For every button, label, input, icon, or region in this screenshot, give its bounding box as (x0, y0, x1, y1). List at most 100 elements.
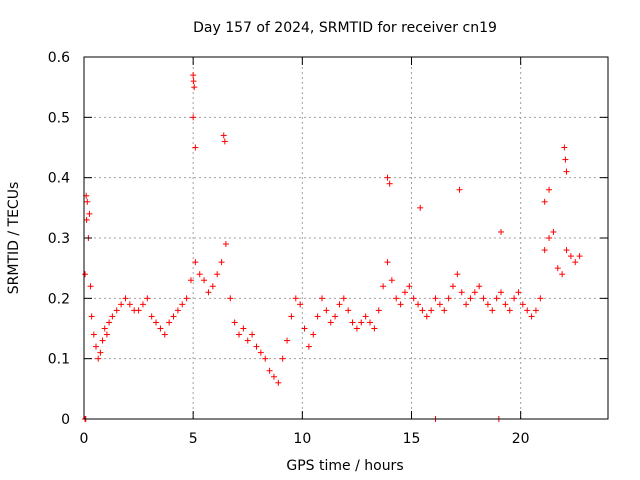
data-point (220, 132, 227, 139)
data-point (101, 325, 108, 332)
data-point (493, 295, 500, 302)
data-point (386, 180, 393, 187)
data-point (563, 168, 570, 175)
data-point (93, 343, 100, 350)
data-point (183, 295, 190, 302)
data-point (340, 295, 347, 302)
data-point (467, 295, 474, 302)
data-point (190, 72, 197, 79)
data-point (266, 367, 273, 374)
data-points (82, 72, 583, 422)
data-point (550, 228, 557, 235)
data-point (397, 301, 404, 308)
data-point (480, 295, 487, 302)
data-point (567, 253, 574, 260)
data-point (301, 325, 308, 332)
data-point (275, 379, 282, 386)
x-axis-label: GPS time / hours (286, 458, 403, 474)
data-point (511, 295, 518, 302)
data-point (441, 307, 448, 314)
data-point (375, 307, 382, 314)
data-point (103, 331, 110, 338)
y-tick-label: 0 (61, 412, 70, 428)
data-point (196, 271, 203, 278)
data-point (502, 301, 509, 308)
data-point (139, 301, 146, 308)
y-tick-label: 0.5 (48, 110, 70, 126)
data-point (528, 313, 535, 320)
data-point (471, 289, 478, 296)
x-tick-label: 5 (189, 431, 198, 447)
y-axis-label: SRMTID / TECUs (6, 182, 22, 295)
data-point (541, 198, 548, 205)
data-point (323, 307, 330, 314)
data-point (519, 301, 526, 308)
data-point (174, 307, 181, 314)
data-point (288, 313, 295, 320)
data-point (332, 313, 339, 320)
data-point (122, 295, 129, 302)
data-point (106, 319, 113, 326)
data-point (436, 301, 443, 308)
data-point (562, 156, 569, 163)
data-point (190, 114, 197, 121)
data-point (524, 307, 531, 314)
data-point (279, 355, 286, 362)
data-point (380, 283, 387, 290)
data-point (345, 307, 352, 314)
data-point (498, 289, 505, 296)
axis-ticks: 0 0.1 0.2 0.3 0.4 0.5 0.6 0 5 10 15 20 (48, 50, 608, 447)
data-point (144, 295, 151, 302)
data-point (88, 313, 95, 320)
data-point (415, 301, 422, 308)
data-point (205, 289, 212, 296)
data-point (109, 313, 116, 320)
data-point (546, 235, 553, 241)
data-point (236, 331, 243, 338)
data-point (498, 228, 505, 235)
data-point (192, 144, 199, 151)
data-point (541, 247, 548, 254)
x-tick-label: 10 (293, 431, 311, 447)
data-point (161, 331, 168, 338)
data-point (388, 277, 395, 284)
data-point (423, 313, 430, 320)
data-point (537, 295, 544, 302)
data-point (192, 259, 199, 266)
data-point (449, 283, 456, 290)
data-point (554, 265, 561, 272)
data-point (576, 253, 583, 260)
data-point (97, 349, 104, 356)
y-tick-label: 0.6 (48, 50, 70, 66)
data-point (262, 355, 269, 362)
data-point (187, 277, 194, 284)
y-tick-label: 0.4 (48, 171, 70, 187)
data-point (118, 301, 125, 308)
data-point (240, 325, 247, 332)
data-point (476, 283, 483, 290)
data-point (546, 186, 553, 193)
data-point (209, 283, 216, 290)
data-point (327, 319, 334, 326)
data-point (484, 301, 491, 308)
data-point (221, 138, 228, 145)
x-tick-label: 0 (80, 431, 89, 447)
data-point (99, 337, 106, 344)
data-point (166, 319, 173, 326)
data-point (456, 186, 463, 193)
data-point (506, 307, 513, 314)
data-point (314, 313, 321, 320)
data-point (113, 307, 120, 314)
data-point (463, 301, 470, 308)
data-point (428, 307, 435, 314)
data-point (561, 144, 568, 151)
x-tick-label: 15 (403, 431, 421, 447)
data-point (358, 319, 365, 326)
data-point (218, 259, 225, 266)
data-point (410, 295, 417, 302)
data-point (270, 373, 277, 380)
data-point (179, 301, 186, 308)
data-point (86, 210, 93, 217)
